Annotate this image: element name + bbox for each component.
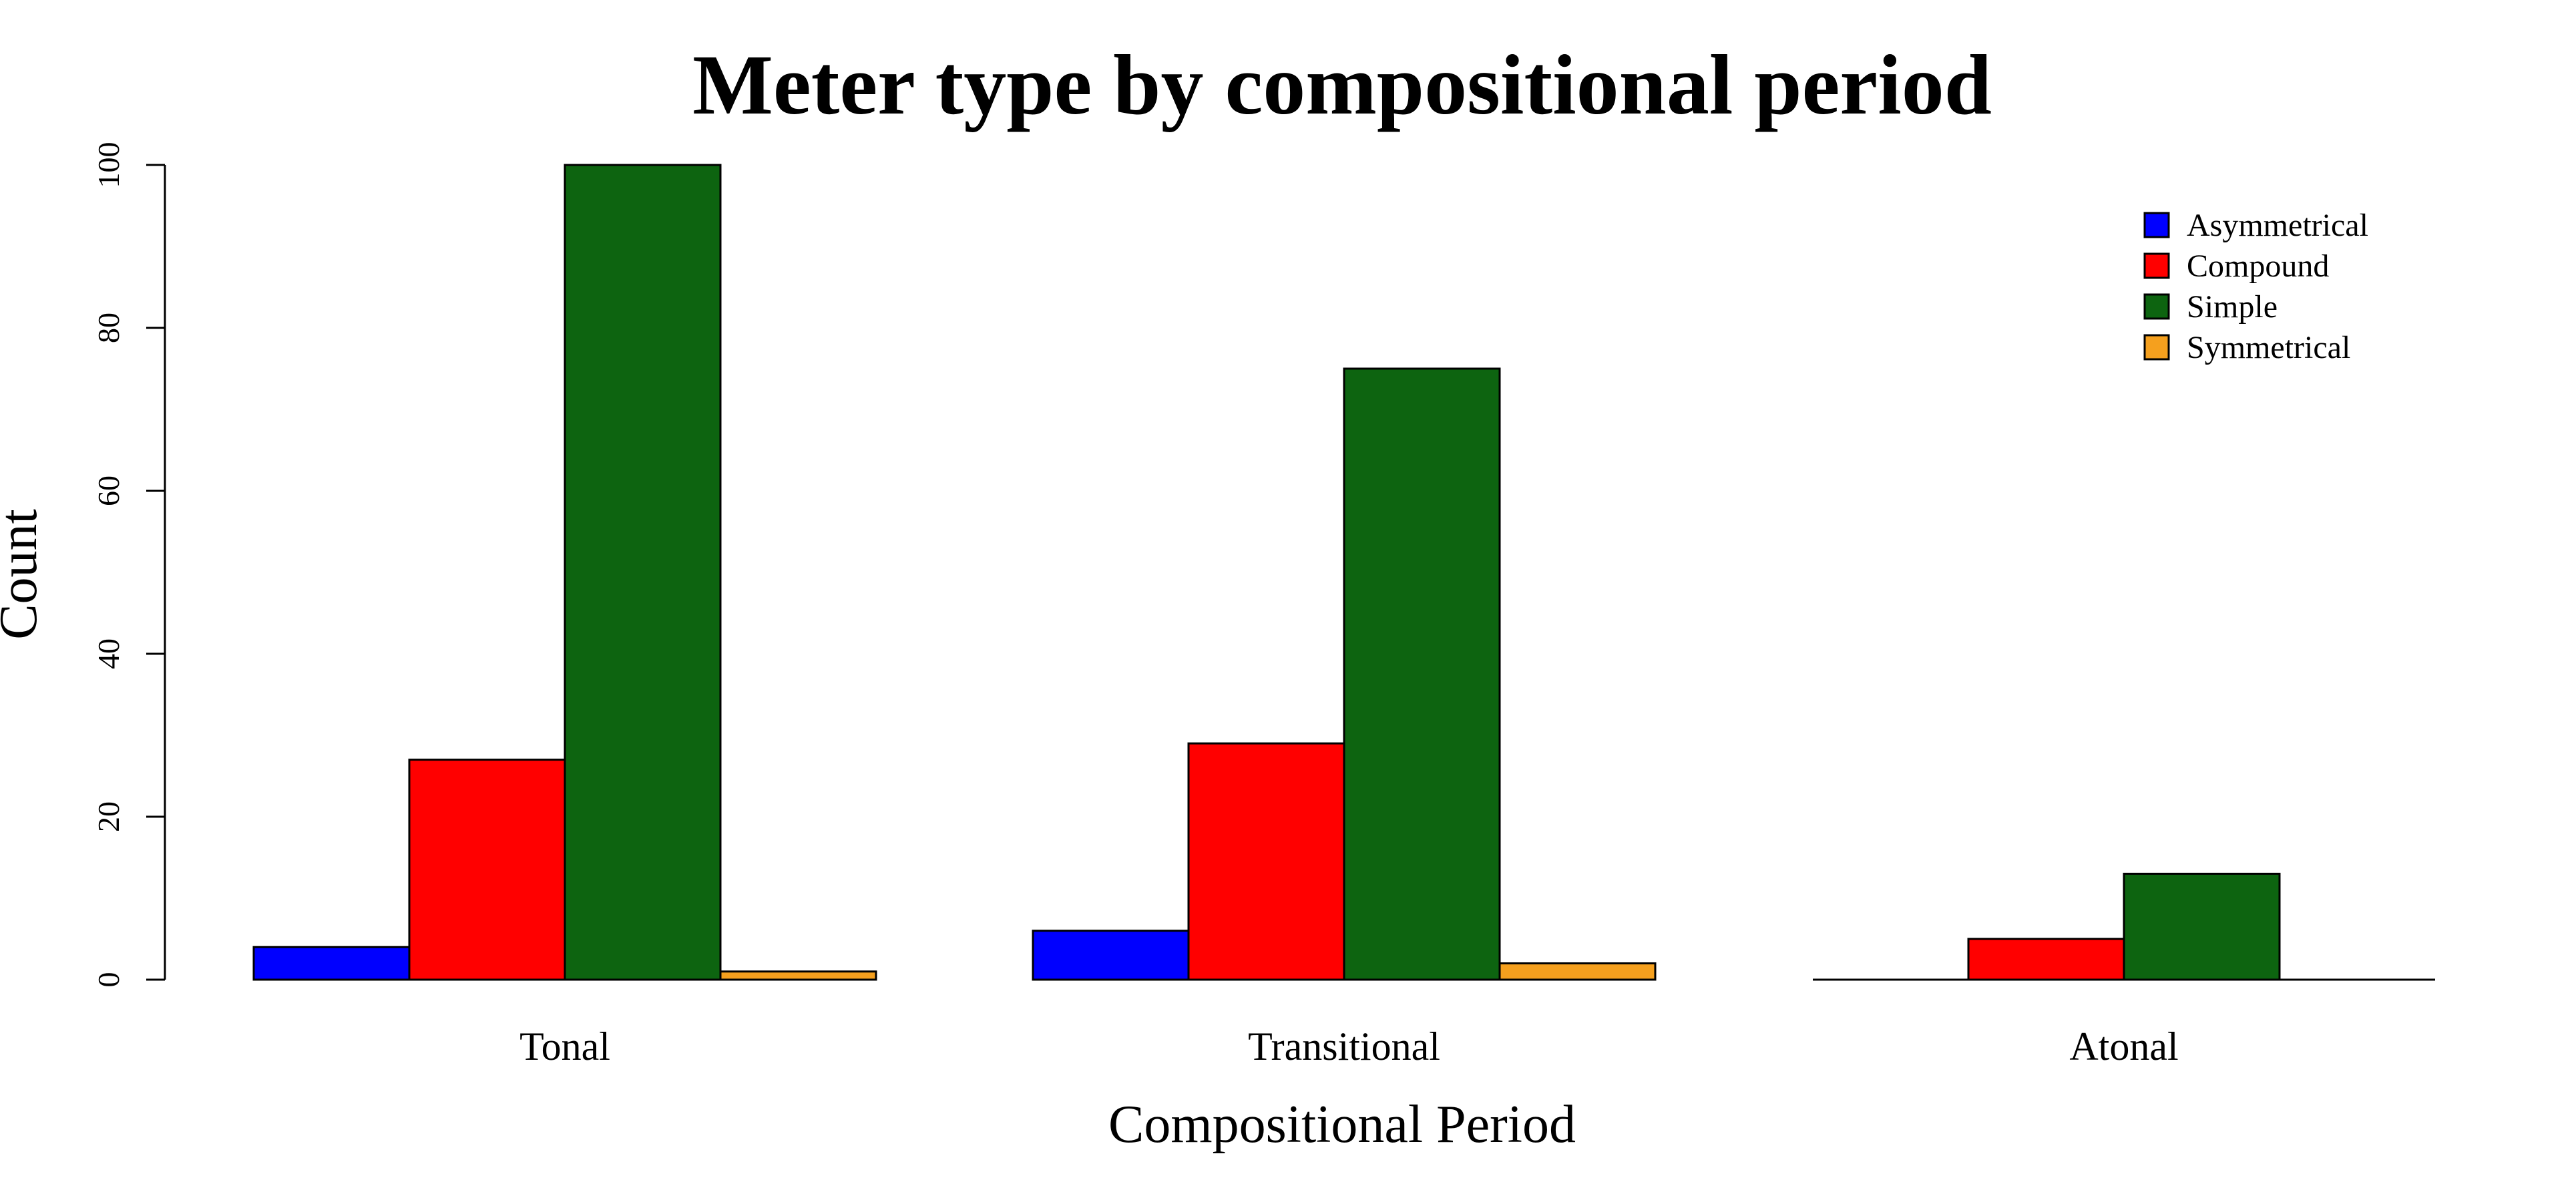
bar-compound-transitional (1187, 742, 1345, 981)
x-axis-title: Compositional Period (1108, 1095, 1576, 1154)
y-tick-label: 20 (91, 801, 126, 832)
legend-item-asymmetrical: Asymmetrical (2143, 208, 2368, 243)
bar-asymmetrical-tonal (252, 946, 411, 981)
legend-item-symmetrical: Symmetrical (2143, 330, 2350, 365)
bar-group-tonal (252, 164, 877, 981)
bar-compound-atonal (1967, 938, 2125, 981)
legend-label: Simple (2187, 289, 2278, 325)
y-axis-title: Count (0, 509, 48, 640)
legend-item-simple: Simple (2143, 289, 2278, 325)
legend-swatch (2143, 212, 2170, 238)
legend-swatch (2143, 252, 2170, 279)
bar-simple-tonal (564, 164, 722, 981)
bar-asymmetrical-transitional (1032, 930, 1190, 981)
bar-simple-transitional (1343, 367, 1501, 981)
category-labels: Tonal Transitional Atonal (519, 1024, 2179, 1068)
bar-simple-atonal (2123, 872, 2281, 981)
bar-group-transitional (1032, 367, 1657, 981)
legend-item-compound: Compound (2143, 248, 2329, 284)
y-tick-label: 0 (91, 972, 126, 988)
legend-swatch (2143, 293, 2170, 320)
bar-symmetrical-tonal (719, 970, 877, 981)
legend-label: Compound (2187, 248, 2329, 284)
y-tick-label: 40 (91, 638, 126, 669)
bar-group-atonal (1967, 872, 2281, 981)
bar-groups (252, 164, 2281, 981)
y-tick-label: 100 (91, 142, 126, 188)
legend-label: Symmetrical (2187, 330, 2350, 365)
y-tick-label: 60 (91, 475, 126, 506)
legend: Asymmetrical Compound Simple Symmetrical (2143, 208, 2368, 365)
y-tick-label: 80 (91, 313, 126, 343)
bar-symmetrical-transitional (1498, 962, 1657, 981)
chart-title: Meter type by compositional period (692, 37, 1992, 132)
bar-compound-tonal (408, 759, 566, 981)
category-label-tonal: Tonal (519, 1024, 610, 1068)
y-axis: 0 20 40 60 80 100 (91, 142, 166, 988)
legend-label: Asymmetrical (2187, 208, 2368, 243)
category-label-transitional: Transitional (1248, 1024, 1440, 1068)
category-label-atonal: Atonal (2069, 1024, 2178, 1068)
legend-swatch (2143, 334, 2170, 361)
